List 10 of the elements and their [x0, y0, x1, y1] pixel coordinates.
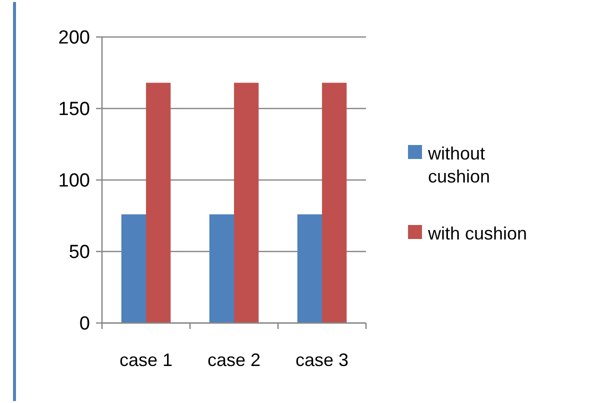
y-tick-label: 150 [58, 99, 90, 120]
x-tick-label: case 3 [295, 350, 349, 370]
legend-label: with cushion [427, 223, 528, 244]
y-tick-label: 200 [58, 28, 90, 49]
y-tick-label: 100 [58, 170, 90, 192]
y-tick-label: 50 [68, 242, 90, 264]
legend-label: without cushion [427, 143, 490, 187]
y-tick-label: 0 [79, 314, 90, 335]
x-tick-label: case 1 [119, 350, 173, 370]
x-tick-label: case 2 [207, 350, 261, 370]
